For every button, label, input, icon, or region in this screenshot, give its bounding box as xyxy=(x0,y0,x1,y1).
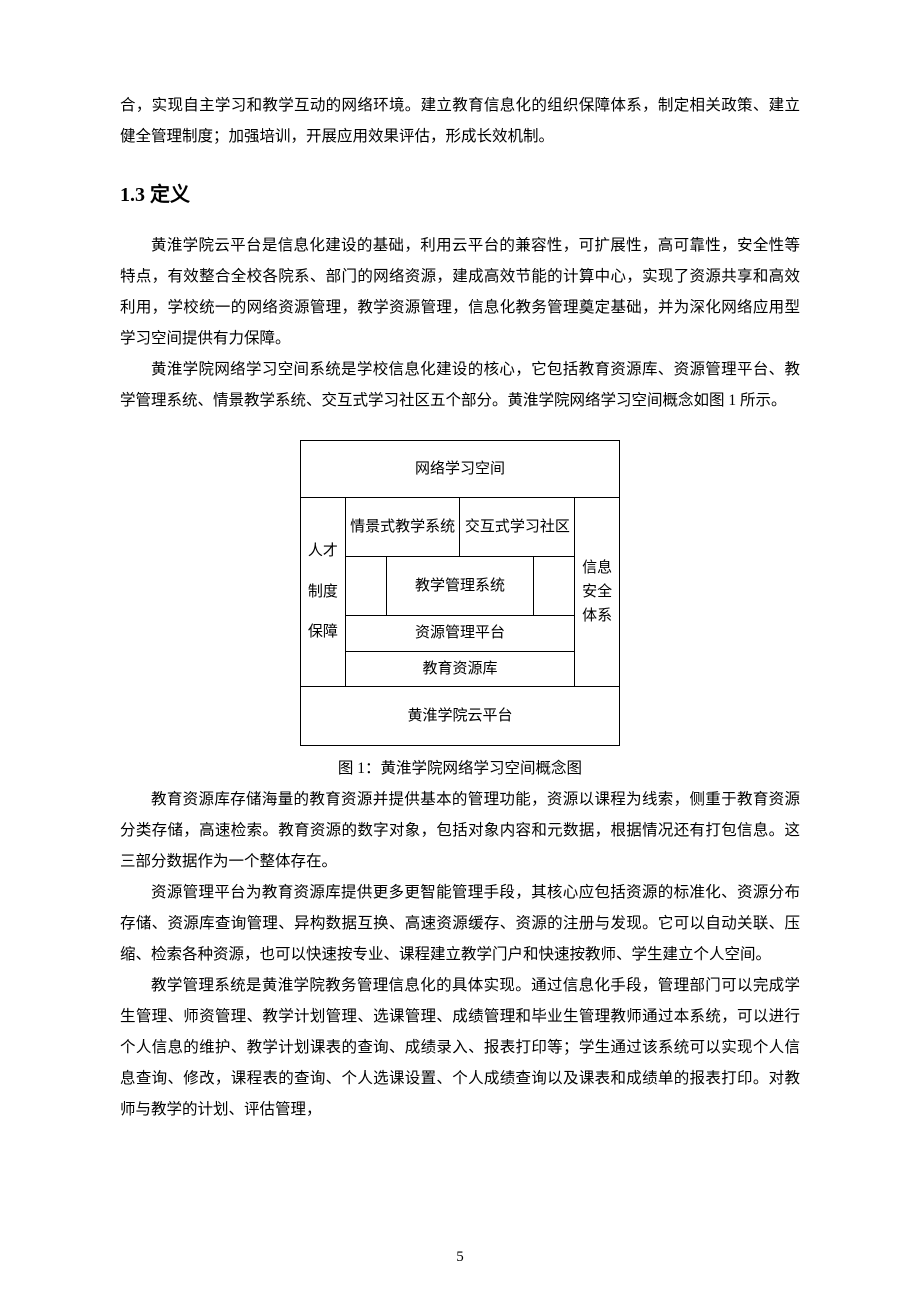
after-paragraph-3: 教学管理系统是黄淮学院教务管理信息化的具体实现。通过信息化手段，管理部门可以完成… xyxy=(120,970,800,1125)
page-number: 5 xyxy=(0,1249,920,1266)
diagram-resource-platform: 资源管理平台 xyxy=(345,616,575,652)
diagram-interactive-community: 交互式学习社区 xyxy=(460,498,575,557)
diagram-mid-spacer-right xyxy=(533,557,574,616)
concept-diagram-table: 网络学习空间 人才 制度 保障 情景式教学系统 交互式学习社区 信息安全体系 教… xyxy=(300,440,620,746)
heading-1-3: 1.3 定义 xyxy=(120,180,800,210)
diagram-teaching-mgmt: 教学管理系统 xyxy=(387,557,534,616)
after-paragraph-1: 教育资源库存储海量的教育资源并提供基本的管理功能，资源以课程为线索，侧重于教育资… xyxy=(120,784,800,877)
concept-diagram: 网络学习空间 人才 制度 保障 情景式教学系统 交互式学习社区 信息安全体系 教… xyxy=(300,440,620,746)
diagram-cloud-platform: 黄淮学院云平台 xyxy=(301,687,620,746)
definition-paragraph-2: 黄淮学院网络学习空间系统是学校信息化建设的核心，它包括教育资源库、资源管理平台、… xyxy=(120,354,800,416)
diagram-left-zhidu: 制度 xyxy=(303,581,343,604)
diagram-caption: 图 1：黄淮学院网络学习空间概念图 xyxy=(120,756,800,778)
diagram-edu-resource-db: 教育资源库 xyxy=(345,651,575,687)
diagram-title: 网络学习空间 xyxy=(301,441,620,498)
diagram-scenario-teaching: 情景式教学系统 xyxy=(345,498,460,557)
diagram-mid-spacer-left xyxy=(345,557,386,616)
document-page: 合，实现自主学习和教学互动的网络环境。建立教育信息化的组织保障体系，制定相关政策… xyxy=(0,0,920,1302)
diagram-left-col-top: 人才 制度 保障 xyxy=(301,498,346,687)
diagram-left-baozhang: 保障 xyxy=(303,621,343,644)
diagram-left-rencai: 人才 xyxy=(303,540,343,563)
diagram-right-col: 信息安全体系 xyxy=(575,498,620,687)
intro-tail-paragraph: 合，实现自主学习和教学互动的网络环境。建立教育信息化的组织保障体系，制定相关政策… xyxy=(120,90,800,152)
after-paragraph-2: 资源管理平台为教育资源库提供更多更智能管理手段，其核心应包括资源的标准化、资源分… xyxy=(120,877,800,970)
definition-paragraph-1: 黄淮学院云平台是信息化建设的基础，利用云平台的兼容性，可扩展性，高可靠性，安全性… xyxy=(120,230,800,354)
